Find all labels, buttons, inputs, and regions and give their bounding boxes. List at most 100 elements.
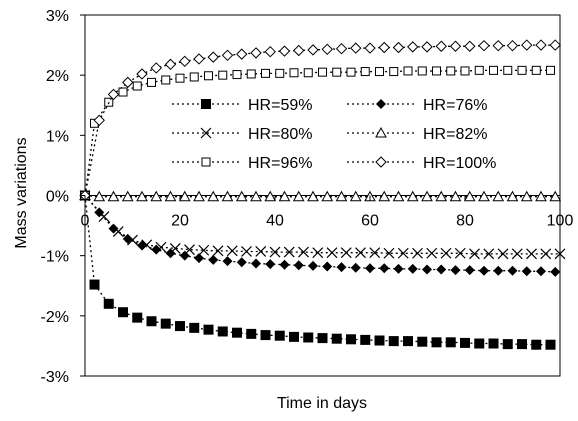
data-point (397, 247, 409, 259)
data-point (147, 77, 156, 87)
legend-item: HR=76% (347, 97, 487, 114)
data-point (118, 307, 128, 318)
data-point (321, 190, 334, 202)
data-point (118, 87, 128, 97)
data-point (432, 66, 441, 76)
data-point (179, 55, 191, 68)
data-point (312, 247, 324, 259)
data-point (298, 246, 309, 258)
data-point (132, 312, 143, 323)
data-point (169, 243, 181, 254)
data-point (283, 246, 295, 258)
data-point (375, 126, 387, 138)
data-point (536, 266, 546, 277)
data-point (103, 298, 114, 309)
data-point (388, 336, 399, 347)
data-point (93, 114, 105, 126)
data-point (412, 247, 423, 259)
data-point (376, 99, 386, 109)
series-hr76 (80, 190, 561, 277)
data-point (303, 332, 314, 343)
data-point (289, 331, 299, 342)
data-point (469, 248, 480, 260)
data-point (392, 41, 405, 54)
data-point (379, 263, 390, 274)
data-point (474, 338, 485, 349)
legend-item: HR=59% (172, 97, 312, 114)
data-point (393, 263, 404, 274)
data-point (112, 226, 124, 238)
data-point (492, 39, 504, 52)
data-point (360, 67, 370, 77)
data-point (360, 334, 371, 345)
data-point (292, 190, 305, 202)
data-point (164, 190, 177, 202)
data-point (164, 58, 177, 71)
data-point (207, 190, 220, 202)
data-point (521, 266, 532, 277)
data-point (175, 321, 185, 332)
data-point (93, 190, 106, 202)
legend-label: HR=76% (423, 97, 487, 114)
data-point (331, 333, 342, 344)
y-tick-label: 0% (46, 189, 69, 206)
x-axis-title: Time in days (277, 395, 367, 412)
data-point (136, 190, 148, 202)
data-point (236, 257, 247, 268)
data-point (260, 330, 271, 341)
data-point (422, 264, 432, 275)
series-hr96 (80, 65, 555, 200)
data-point (378, 190, 391, 202)
data-point (160, 318, 171, 329)
data-point (375, 156, 387, 168)
data-point (445, 337, 456, 348)
data-point (289, 68, 299, 78)
legend-label: HR=82% (423, 126, 487, 143)
data-point (364, 42, 376, 54)
data-point (194, 253, 204, 264)
data-point (403, 336, 413, 347)
x-tick-label: 100 (547, 213, 574, 230)
data-point (406, 190, 419, 202)
data-point (350, 262, 361, 273)
data-point (426, 247, 438, 259)
y-tick-label: -2% (41, 309, 69, 326)
data-point (178, 190, 191, 202)
data-point (478, 190, 490, 202)
data-point (241, 246, 252, 257)
data-point (221, 190, 234, 202)
data-point (317, 333, 328, 344)
data-point (303, 68, 313, 78)
data-point (232, 70, 242, 80)
data-point (531, 65, 541, 75)
data-point (521, 39, 533, 51)
data-point (545, 339, 556, 350)
data-point (108, 223, 119, 234)
data-point (278, 190, 291, 202)
data-point (184, 244, 195, 256)
x-tick-label: 0 (81, 213, 90, 230)
x-tick-label: 80 (456, 213, 474, 230)
data-point (146, 316, 157, 327)
data-point (250, 190, 262, 202)
data-point (450, 265, 461, 276)
data-point (179, 250, 190, 261)
data-point (293, 260, 304, 271)
data-point (436, 264, 447, 275)
data-point (446, 66, 456, 76)
legend-item: HR=80% (172, 126, 312, 143)
y-tick-label: 2% (46, 68, 69, 85)
data-point (321, 43, 333, 56)
data-point (378, 41, 390, 54)
data-point (204, 71, 213, 81)
data-point (122, 76, 134, 89)
y-tick-label: 1% (46, 128, 69, 145)
data-point (435, 40, 447, 52)
data-point (463, 190, 476, 202)
data-point (511, 248, 523, 260)
data-point (236, 48, 248, 60)
data-point (246, 328, 257, 339)
data-point (540, 248, 552, 260)
data-point (340, 247, 352, 259)
